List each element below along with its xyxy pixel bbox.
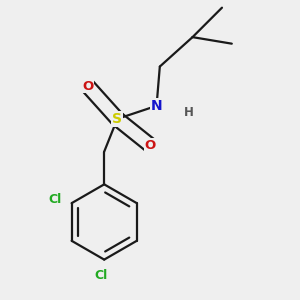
Text: H: H bbox=[184, 106, 194, 119]
Text: Cl: Cl bbox=[49, 194, 62, 206]
Text: Cl: Cl bbox=[94, 269, 108, 283]
Text: O: O bbox=[82, 80, 94, 93]
Text: S: S bbox=[112, 112, 122, 126]
Text: N: N bbox=[151, 99, 162, 113]
Text: O: O bbox=[144, 139, 156, 152]
